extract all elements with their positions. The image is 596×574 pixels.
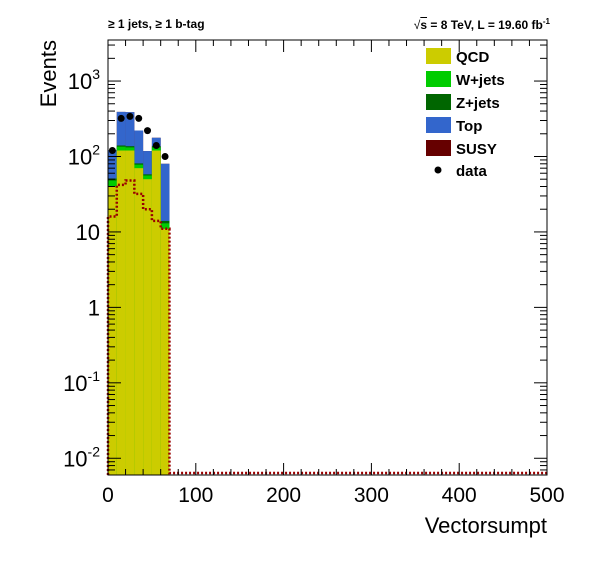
- bar-qcd-5: [151, 150, 161, 476]
- data-point-1: [117, 114, 125, 122]
- bar-qcd-3: [134, 168, 144, 475]
- susy-dotted-line: [106, 179, 547, 475]
- y-tick-exp: -2: [88, 443, 101, 459]
- legend-label-top: Top: [456, 118, 482, 135]
- legend-label-z-jets: Z+jets: [456, 95, 500, 112]
- y-tick-base: 10: [63, 371, 87, 396]
- y-tick-base: 10: [68, 144, 92, 169]
- legend-swatch-qcd: [426, 48, 451, 64]
- x-tick-label-5: 500: [529, 484, 564, 507]
- legend-swatch-top: [426, 117, 451, 133]
- x-tick-label-0: 0: [102, 484, 114, 507]
- y-tick-label-2: 1: [88, 295, 100, 320]
- legend-swatch-susy: [426, 140, 451, 156]
- lumi-text: = 8 TeV, L = 19.60 fb: [427, 18, 543, 32]
- legend-label-w-jets: W+jets: [456, 72, 505, 89]
- lumi-exp: -1: [542, 17, 550, 26]
- x-tick-label-2: 200: [266, 484, 301, 507]
- y-tick-base: 1: [88, 295, 100, 320]
- data-point-3: [135, 114, 143, 122]
- stacked-histogram: [108, 111, 170, 476]
- lumi-label: √s = 8 TeV, L = 19.60 fb-1: [413, 17, 550, 32]
- bar-qcd-1: [116, 150, 126, 476]
- bar-qcd-4: [143, 179, 152, 475]
- x-tick-label-3: 300: [354, 484, 389, 507]
- data-points: [108, 112, 169, 160]
- bar-qcd-2: [125, 150, 135, 476]
- y-tick-exp: 2: [92, 141, 100, 157]
- y-tick-exp: 3: [92, 66, 100, 82]
- y-tick-base: 10: [76, 220, 100, 245]
- bar-qcd-0: [108, 186, 117, 475]
- y-tick-label-0: 10-2: [63, 443, 100, 471]
- data-point-4: [144, 127, 152, 135]
- sqrt-s: s: [420, 18, 428, 32]
- y-axis-label: Events: [36, 40, 61, 107]
- legend: QCD W+jets Z+jets Top SUSY data: [426, 48, 505, 180]
- y-tick-base: 10: [63, 446, 87, 471]
- plot-frame: [107, 39, 548, 476]
- legend-marker-data: [434, 166, 442, 174]
- x-axis-label: Vectorsumpt: [425, 513, 547, 538]
- data-point-0: [108, 147, 116, 155]
- bar-qcd-6: [160, 228, 170, 475]
- data-point-5: [152, 141, 160, 149]
- data-point-6: [161, 152, 169, 160]
- y-tick-exp: -1: [88, 368, 101, 384]
- x-tick-label-1: 100: [178, 484, 213, 507]
- legend-label-susy: SUSY: [456, 141, 497, 158]
- legend-label-data: data: [456, 163, 488, 180]
- y-tick-label-4: 102: [68, 141, 100, 169]
- y-tick-label-3: 10: [76, 220, 100, 245]
- legend-swatch-z-jets: [426, 94, 451, 110]
- selection-label: ≥ 1 jets, ≥ 1 b-tag: [108, 17, 205, 31]
- y-tick-base: 10: [68, 69, 92, 94]
- y-tick-label-5: 103: [68, 66, 100, 94]
- x-tick-label-4: 400: [442, 484, 477, 507]
- legend-label-qcd: QCD: [456, 49, 490, 66]
- data-point-2: [126, 112, 134, 120]
- y-tick-label-1: 10-1: [63, 368, 100, 396]
- legend-swatch-w-jets: [426, 71, 451, 87]
